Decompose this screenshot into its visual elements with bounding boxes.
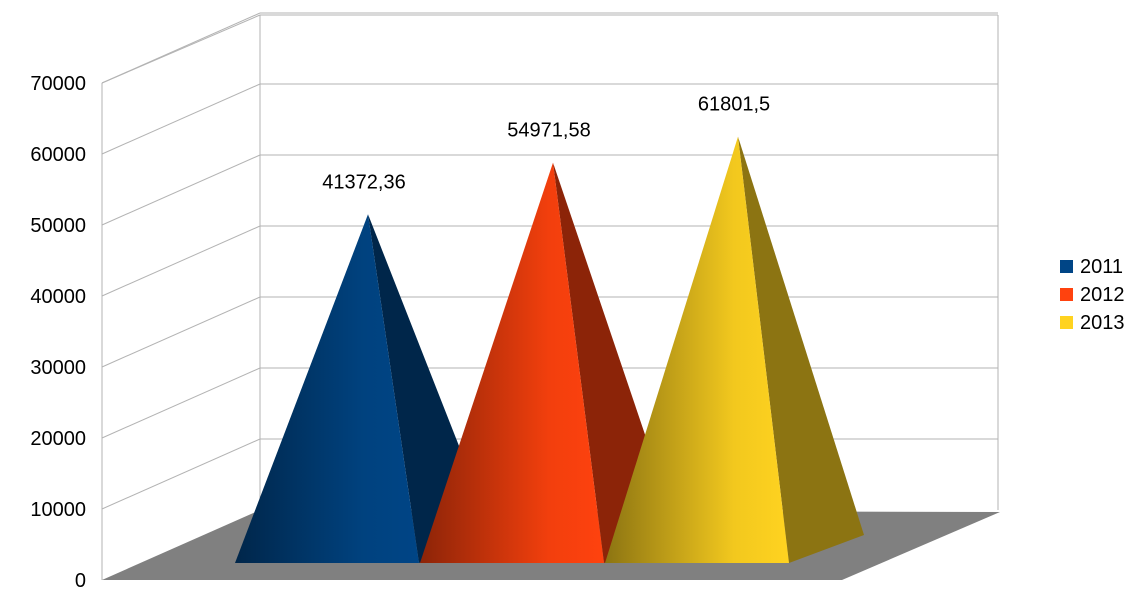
pyramid-side-face (738, 136, 864, 563)
legend-label: 2012 (1080, 284, 1125, 306)
y-tick-label: 30000 (30, 357, 86, 379)
side-gridline (101, 367, 261, 439)
legend-swatch (1060, 288, 1073, 301)
data-labels: 41372,36 54971,58 61801,5 (322, 94, 770, 194)
side-gridline (101, 83, 261, 155)
side-gridline (101, 154, 261, 226)
y-tick-label: 10000 (30, 499, 86, 521)
legend-swatch (1060, 316, 1073, 329)
legend: 2011 2012 2013 (1060, 256, 1125, 334)
pyramid-2013 (605, 136, 864, 563)
side-gridline (101, 225, 261, 297)
legend-swatch (1060, 260, 1073, 273)
y-axis-ticks: 0 10000 20000 30000 40000 50000 60000 70000 (30, 73, 86, 592)
y-tick-label: 40000 (30, 286, 86, 308)
pyramid-front-face (420, 162, 604, 563)
side-gridline (101, 296, 261, 368)
data-label-2013: 61801,5 (698, 94, 770, 116)
legend-item-2013: 2013 (1060, 312, 1125, 334)
side-gridline (101, 438, 261, 510)
chart-pyramids (235, 136, 864, 564)
y-tick-label: 0 (75, 570, 86, 592)
legend-label: 2013 (1080, 312, 1125, 334)
data-label-2011: 41372,36 (322, 171, 405, 193)
y-tick-label: 50000 (30, 215, 86, 237)
data-label-2012: 54971,58 (507, 120, 590, 142)
y-tick-label: 60000 (30, 144, 86, 166)
pyramid-front-face (235, 214, 419, 564)
y-tick-label: 70000 (30, 73, 86, 95)
y-tick-label: 20000 (30, 428, 86, 450)
side-gridline (101, 12, 261, 84)
pyramid-front-face (605, 136, 789, 563)
legend-item-2011: 2011 (1060, 256, 1123, 278)
legend-item-2012: 2012 (1060, 284, 1125, 306)
legend-label: 2011 (1080, 256, 1123, 278)
